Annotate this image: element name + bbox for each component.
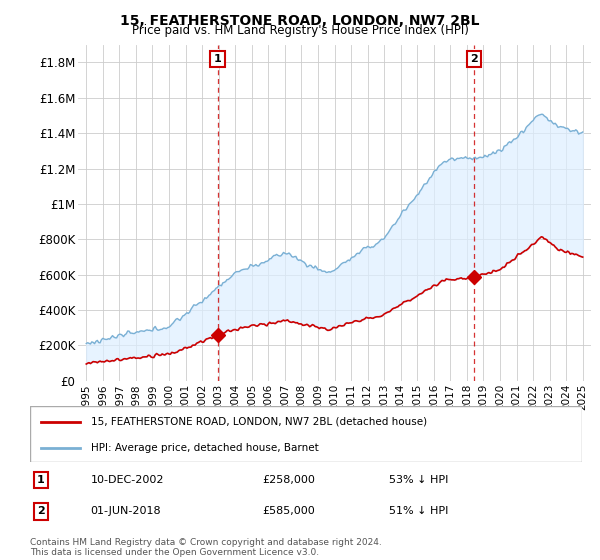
Text: 53% ↓ HPI: 53% ↓ HPI: [389, 475, 448, 485]
Text: 10-DEC-2002: 10-DEC-2002: [91, 475, 164, 485]
Text: 15, FEATHERSTONE ROAD, LONDON, NW7 2BL (detached house): 15, FEATHERSTONE ROAD, LONDON, NW7 2BL (…: [91, 417, 427, 427]
Text: 51% ↓ HPI: 51% ↓ HPI: [389, 506, 448, 516]
Text: Price paid vs. HM Land Registry's House Price Index (HPI): Price paid vs. HM Land Registry's House …: [131, 24, 469, 36]
Text: HPI: Average price, detached house, Barnet: HPI: Average price, detached house, Barn…: [91, 443, 319, 453]
Text: Contains HM Land Registry data © Crown copyright and database right 2024.
This d: Contains HM Land Registry data © Crown c…: [30, 538, 382, 557]
Text: 2: 2: [470, 54, 478, 64]
Text: £258,000: £258,000: [262, 475, 315, 485]
Text: 15, FEATHERSTONE ROAD, LONDON, NW7 2BL: 15, FEATHERSTONE ROAD, LONDON, NW7 2BL: [120, 14, 480, 28]
Text: 2: 2: [37, 506, 45, 516]
Text: £585,000: £585,000: [262, 506, 314, 516]
Text: 01-JUN-2018: 01-JUN-2018: [91, 506, 161, 516]
FancyBboxPatch shape: [30, 406, 582, 462]
Text: 1: 1: [37, 475, 45, 485]
Text: 1: 1: [214, 54, 221, 64]
